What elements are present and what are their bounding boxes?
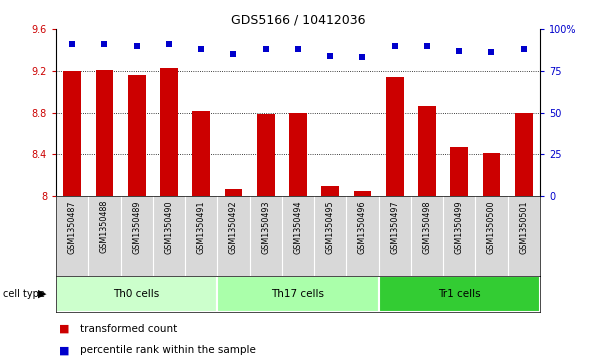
Text: GSM1350494: GSM1350494 [293, 200, 303, 253]
Text: GSM1350491: GSM1350491 [196, 200, 206, 253]
Point [164, 41, 173, 47]
Bar [217, 276, 379, 312]
Point [390, 43, 399, 49]
Bar [225, 189, 242, 196]
Bar [418, 106, 436, 196]
Point [261, 46, 270, 52]
Text: GSM1350500: GSM1350500 [487, 200, 496, 253]
Text: ▶: ▶ [38, 289, 47, 299]
Text: GSM1350489: GSM1350489 [132, 200, 141, 253]
Point [454, 48, 464, 54]
Text: GSM1350490: GSM1350490 [165, 200, 173, 253]
Bar [56, 276, 217, 312]
Text: GSM1350497: GSM1350497 [390, 200, 399, 254]
Text: GSM1350496: GSM1350496 [358, 200, 367, 253]
Bar [96, 70, 113, 196]
Text: GSM1350492: GSM1350492 [229, 200, 238, 254]
Bar [386, 77, 404, 196]
Text: GSM1350498: GSM1350498 [422, 200, 431, 253]
Bar [63, 71, 81, 196]
Text: ■: ■ [59, 345, 70, 355]
Text: Th0 cells: Th0 cells [113, 289, 160, 299]
Point [196, 46, 206, 52]
Text: GSM1350501: GSM1350501 [519, 200, 528, 253]
Text: GSM1350487: GSM1350487 [68, 200, 77, 253]
Point [422, 43, 432, 49]
Text: Tr1 cells: Tr1 cells [438, 289, 480, 299]
Bar [483, 153, 500, 196]
Text: cell type: cell type [3, 289, 45, 299]
Bar [322, 185, 339, 196]
Bar [257, 114, 274, 196]
Point [100, 41, 109, 47]
Bar [379, 276, 540, 312]
Bar [353, 191, 371, 196]
Point [487, 49, 496, 55]
Point [326, 53, 335, 59]
Point [519, 46, 529, 52]
Point [229, 51, 238, 57]
Bar [160, 68, 178, 196]
Bar [450, 147, 468, 196]
Point [132, 43, 142, 49]
Text: ■: ■ [59, 323, 70, 334]
Text: GSM1350488: GSM1350488 [100, 200, 109, 253]
Text: transformed count: transformed count [80, 323, 177, 334]
Text: GSM1350493: GSM1350493 [261, 200, 270, 253]
Bar [515, 113, 533, 196]
Text: percentile rank within the sample: percentile rank within the sample [80, 345, 255, 355]
Bar [128, 75, 146, 196]
Bar [192, 111, 210, 196]
Title: GDS5166 / 10412036: GDS5166 / 10412036 [231, 13, 365, 26]
Bar [289, 113, 307, 196]
Point [67, 41, 77, 47]
Text: Th17 cells: Th17 cells [271, 289, 325, 299]
Point [293, 46, 303, 52]
Text: GSM1350499: GSM1350499 [455, 200, 464, 254]
Text: GSM1350495: GSM1350495 [326, 200, 335, 254]
Point [358, 54, 367, 60]
